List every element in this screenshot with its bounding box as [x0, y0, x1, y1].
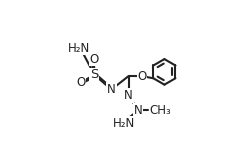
- Text: N: N: [134, 104, 143, 117]
- Text: CH₃: CH₃: [150, 104, 171, 117]
- Text: N: N: [107, 83, 116, 96]
- Text: O: O: [77, 76, 86, 89]
- Text: H₂N: H₂N: [67, 42, 90, 55]
- Text: N: N: [124, 89, 133, 102]
- Text: O: O: [89, 53, 98, 66]
- Text: O: O: [137, 70, 147, 83]
- Text: H₂N: H₂N: [112, 117, 135, 130]
- Text: S: S: [90, 68, 99, 81]
